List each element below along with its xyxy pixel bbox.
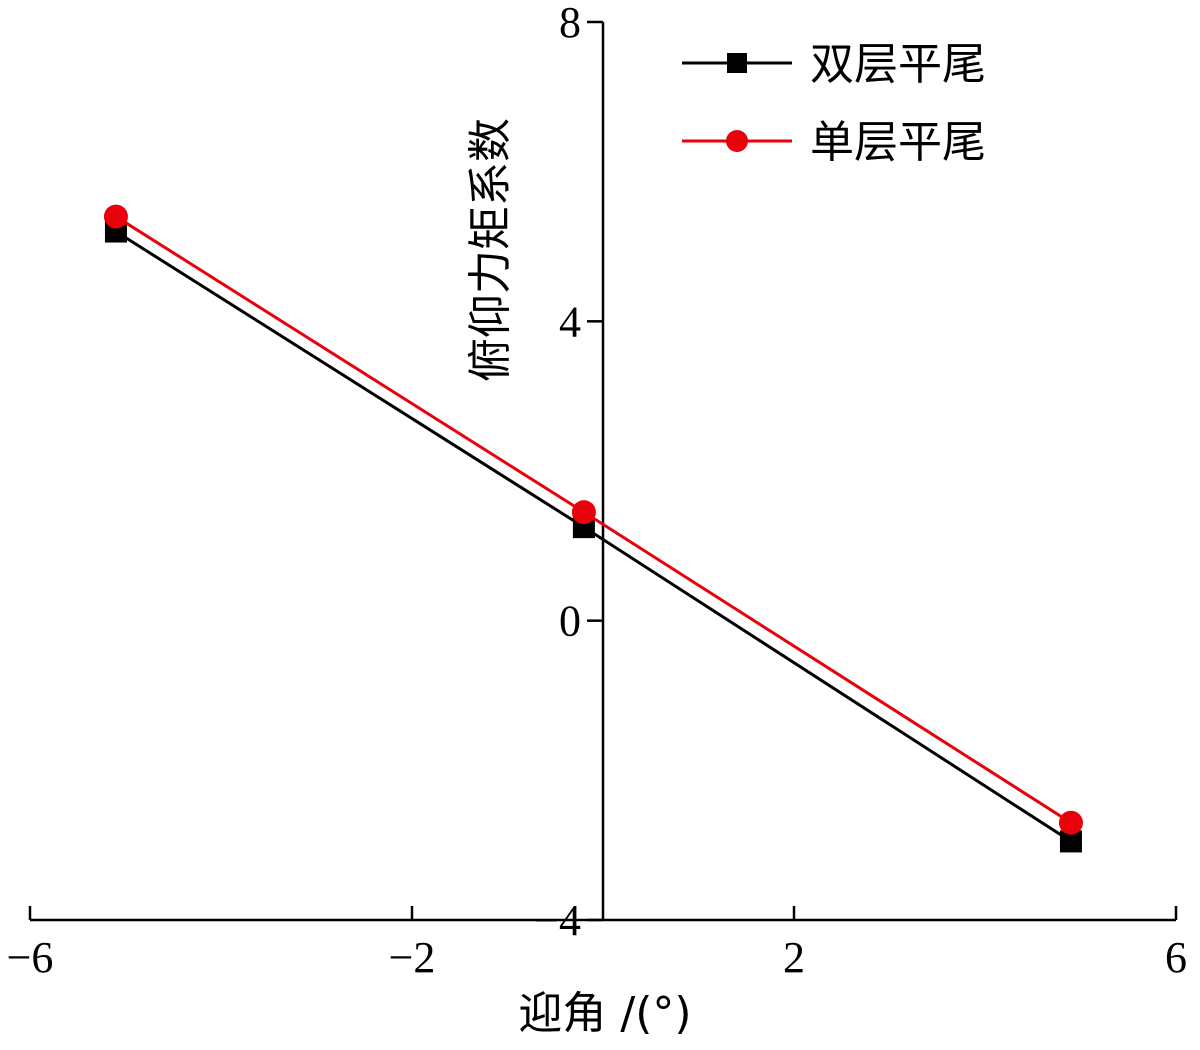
series-1 — [103, 204, 1083, 835]
series-0 — [104, 220, 1082, 853]
legend-label-double-tail: 双层平尾 — [810, 39, 986, 90]
x-tick-label: 2 — [783, 933, 805, 982]
legend-item-double-tail: 双层平尾 — [682, 39, 986, 90]
data-point-square — [1059, 830, 1082, 853]
series-layer — [103, 204, 1083, 853]
x-tick-label: −6 — [7, 933, 54, 982]
y-tick-label: 8 — [559, 0, 581, 47]
x-axis-title: 迎角 /(°) — [518, 988, 691, 1039]
y-tick-label: −4 — [534, 896, 581, 945]
y-tick-label: 0 — [559, 597, 581, 646]
axes: −6 −2 2 6 −4 0 4 8 — [7, 0, 1187, 982]
y-tick-label: 4 — [559, 297, 581, 346]
legend-circle-marker — [726, 130, 748, 152]
x-ticks: −6 −2 2 6 — [7, 906, 1187, 982]
data-point-circle — [103, 204, 128, 229]
legend: 双层平尾 单层平尾 — [682, 39, 986, 168]
legend-label-single-tail: 单层平尾 — [810, 117, 986, 168]
legend-item-single-tail: 单层平尾 — [682, 117, 986, 168]
y-axis-title: 俯仰力矩系数 — [465, 118, 516, 382]
data-point-circle — [1058, 810, 1083, 835]
legend-square-marker — [727, 53, 747, 73]
y-ticks: −4 0 4 8 — [534, 0, 603, 945]
x-tick-label: −2 — [389, 933, 436, 982]
data-point-circle — [571, 500, 596, 525]
x-tick-label: 6 — [1165, 933, 1187, 982]
series-line — [115, 215, 1072, 824]
